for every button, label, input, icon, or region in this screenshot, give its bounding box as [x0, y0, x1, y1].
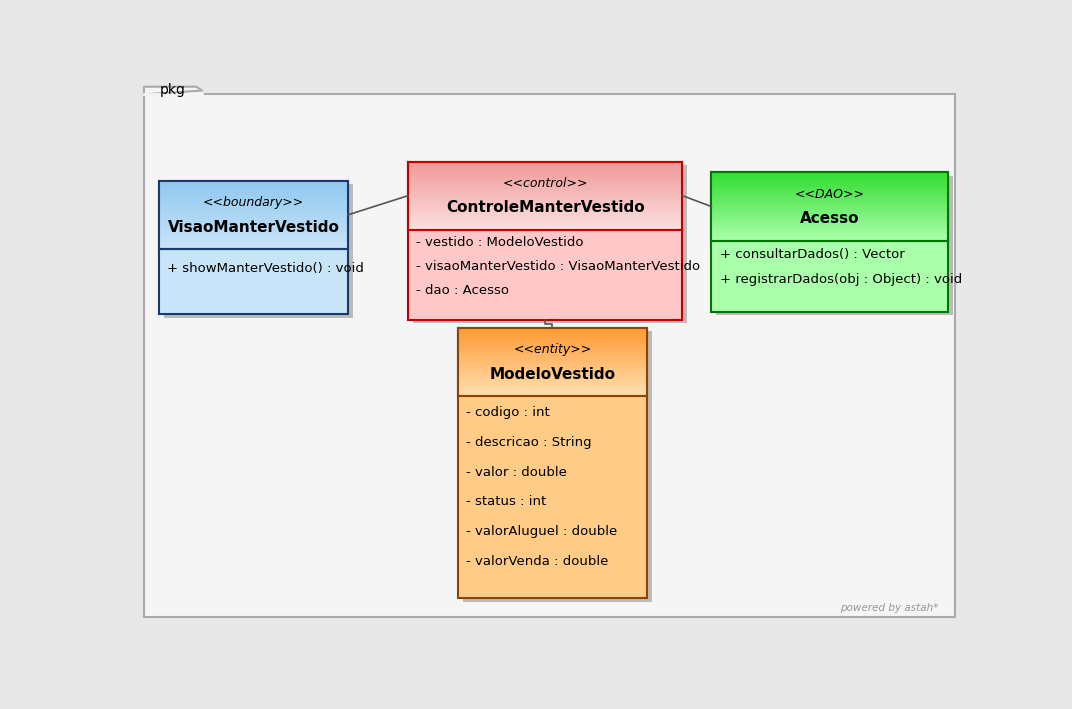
Text: <<boundary>>: <<boundary>>	[203, 196, 304, 209]
Text: <<entity>>: <<entity>>	[513, 343, 592, 357]
Text: + consultarDados() : Vector: + consultarDados() : Vector	[719, 248, 905, 261]
FancyBboxPatch shape	[712, 172, 949, 312]
Text: - valorVenda : double: - valorVenda : double	[466, 554, 609, 568]
Text: pkg: pkg	[160, 83, 185, 97]
Text: Acesso: Acesso	[800, 211, 860, 226]
FancyBboxPatch shape	[716, 176, 953, 315]
FancyBboxPatch shape	[463, 331, 652, 601]
FancyBboxPatch shape	[144, 94, 955, 618]
Text: - vestido : ModeloVestido: - vestido : ModeloVestido	[416, 236, 584, 250]
Text: - valorAluguel : double: - valorAluguel : double	[466, 525, 617, 538]
FancyBboxPatch shape	[159, 181, 348, 314]
Text: + showManterVestido() : void: + showManterVestido() : void	[167, 262, 364, 275]
Text: - valor : double: - valor : double	[466, 466, 567, 479]
Text: - visaoManterVestido : VisaoManterVestido: - visaoManterVestido : VisaoManterVestid…	[416, 260, 701, 273]
Text: - dao : Acesso: - dao : Acesso	[416, 284, 509, 296]
Text: - status : int: - status : int	[466, 495, 547, 508]
Text: ControleManterVestido: ControleManterVestido	[446, 201, 644, 216]
Text: <<control>>: <<control>>	[503, 177, 589, 190]
FancyBboxPatch shape	[458, 328, 646, 598]
Text: - codigo : int: - codigo : int	[466, 406, 550, 419]
Text: - descricao : String: - descricao : String	[466, 436, 592, 449]
Text: ModeloVestido: ModeloVestido	[489, 367, 615, 382]
Text: + registrarDados(obj : Object) : void: + registrarDados(obj : Object) : void	[719, 274, 962, 286]
FancyBboxPatch shape	[164, 184, 354, 318]
Polygon shape	[144, 86, 203, 94]
Text: powered by astah*: powered by astah*	[839, 603, 938, 613]
FancyBboxPatch shape	[408, 162, 683, 320]
Text: <<DAO>>: <<DAO>>	[794, 188, 865, 201]
Text: VisaoManterVestido: VisaoManterVestido	[167, 220, 340, 235]
FancyBboxPatch shape	[413, 164, 687, 323]
